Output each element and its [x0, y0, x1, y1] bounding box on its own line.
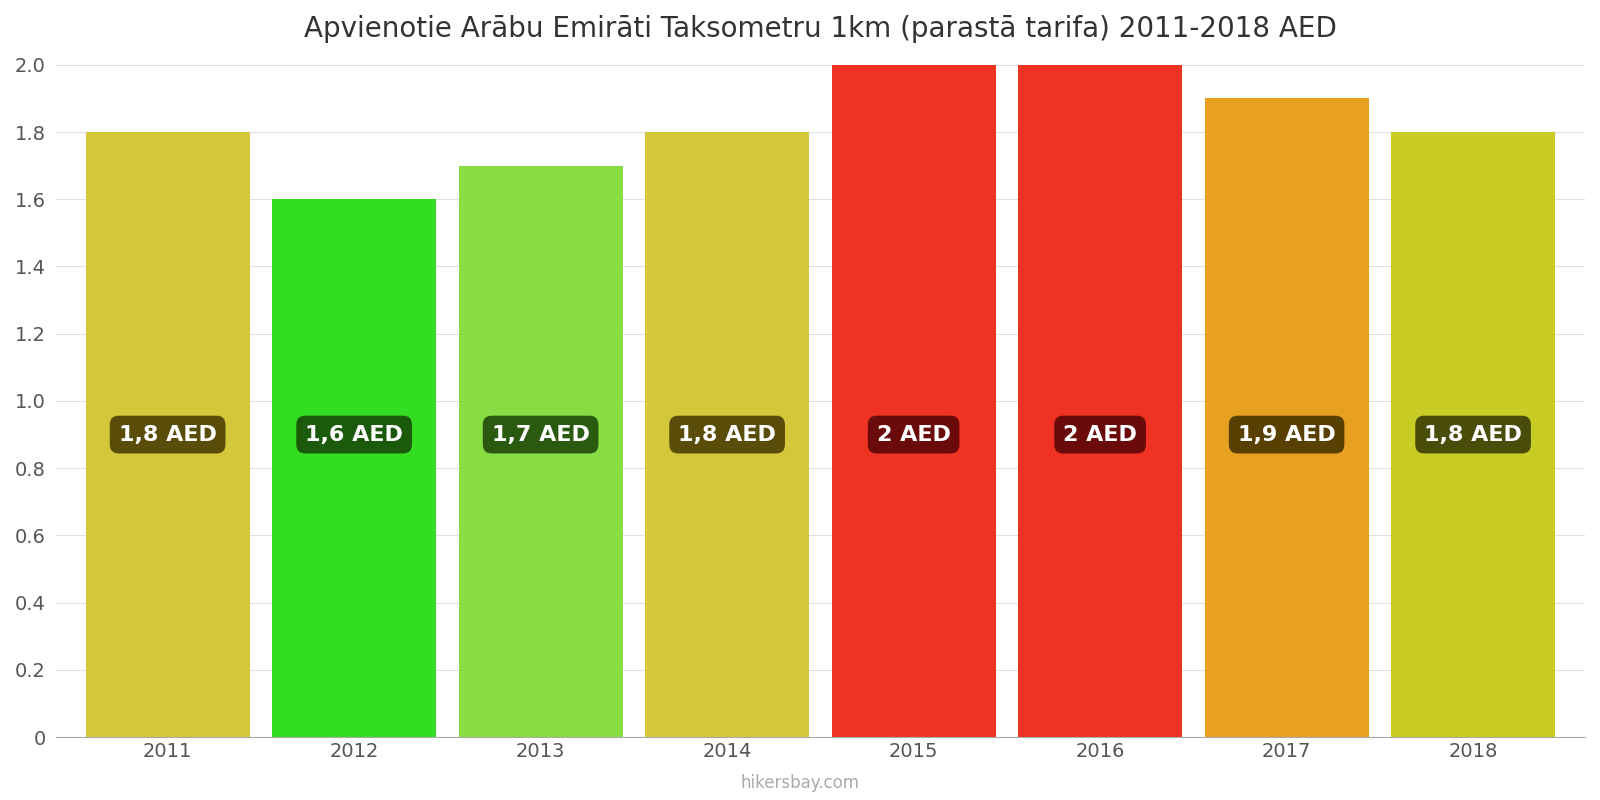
Bar: [832, 65, 995, 737]
Title: Apvienotie Arābu Emirāti Taksometru 1km (parastā tarifa) 2011-2018 AED: Apvienotie Arābu Emirāti Taksometru 1km …: [304, 15, 1336, 43]
Text: 2 AED: 2 AED: [877, 425, 950, 445]
Text: 1,8 AED: 1,8 AED: [1424, 425, 1522, 445]
Bar: [1390, 132, 1555, 737]
Text: 1,9 AED: 1,9 AED: [1238, 425, 1336, 445]
Text: hikersbay.com: hikersbay.com: [741, 774, 859, 792]
Text: 1,8 AED: 1,8 AED: [678, 425, 776, 445]
Bar: [1205, 98, 1368, 737]
Bar: [85, 132, 250, 737]
Bar: [459, 166, 622, 737]
Text: 1,6 AED: 1,6 AED: [306, 425, 403, 445]
Bar: [1018, 65, 1182, 737]
Bar: [272, 199, 437, 737]
Text: 1,7 AED: 1,7 AED: [491, 425, 589, 445]
Text: 1,8 AED: 1,8 AED: [118, 425, 216, 445]
Text: 2 AED: 2 AED: [1062, 425, 1138, 445]
Bar: [645, 132, 810, 737]
